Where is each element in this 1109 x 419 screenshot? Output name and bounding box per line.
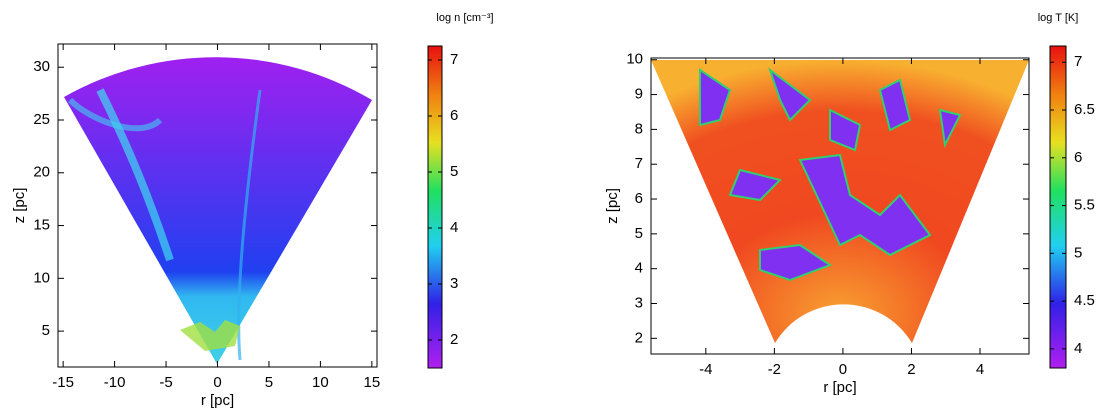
x-tick-label: 0 [213,374,221,391]
left-field [64,57,372,365]
right-field [651,60,1029,343]
colorbar-tick-label: 5.5 [1074,197,1095,214]
y-tick-label: 15 [33,217,50,234]
colorbar-tick-label: 4.5 [1074,292,1095,309]
colorbar-tick-label: 7 [450,51,458,68]
y-tick-label: 4 [635,260,643,277]
y-tick-label: 3 [635,294,643,311]
y-tick-label: 5 [42,322,50,339]
x-tick-label: -10 [104,374,126,391]
plot-frame [650,57,1030,355]
x-tick-label: -4 [699,361,712,378]
y-tick-label: 30 [33,58,50,75]
x-tick-label: -15 [52,374,74,391]
colorbar-tick-label: 5 [450,163,458,180]
x-tick-label: 4 [976,361,984,378]
x-tick-label: 5 [265,374,273,391]
colorbar [1049,45,1067,369]
x-tick-label: 15 [364,374,381,391]
colorbar-label: log T [K] [1038,12,1079,24]
y-tick-label: 25 [33,111,50,128]
y-tick-label: 5 [635,225,643,242]
y-axis-label: z [pc] [11,188,28,224]
y-axis-label: z [pc] [604,188,621,224]
y-tick-label: 20 [33,164,50,181]
y-tick-label: 6 [635,190,643,207]
y-tick-label: 10 [626,51,643,68]
x-tick-label: 2 [907,361,915,378]
x-tick-label: -5 [159,374,172,391]
colorbar-tick-label: 3 [450,275,458,292]
y-tick-label: 9 [635,86,643,103]
x-tick-label: -2 [768,361,781,378]
x-tick-label: 0 [839,361,847,378]
x-axis-label: r [pc] [201,392,234,409]
y-tick-label: 7 [635,155,643,172]
colorbar-tick-label: 6 [1074,149,1082,166]
colorbar-tick-label: 2 [450,331,458,348]
colorbar-tick-label: 4 [1074,340,1082,357]
colorbar-tick-label: 4 [450,219,458,236]
y-tick-label: 10 [33,269,50,286]
colorbar-label: log n [cm⁻³] [436,12,493,24]
colorbar [427,45,443,369]
colorbar-tick-label: 6 [450,107,458,124]
x-axis-label: r [pc] [823,379,856,396]
y-tick-label: 2 [635,329,643,346]
colorbar-tick-label: 5 [1074,244,1082,261]
x-tick-label: 10 [312,374,329,391]
colorbar-tick-label: 6.5 [1074,101,1095,118]
colorbar-tick-label: 7 [1074,53,1082,70]
y-tick-label: 8 [635,120,643,137]
